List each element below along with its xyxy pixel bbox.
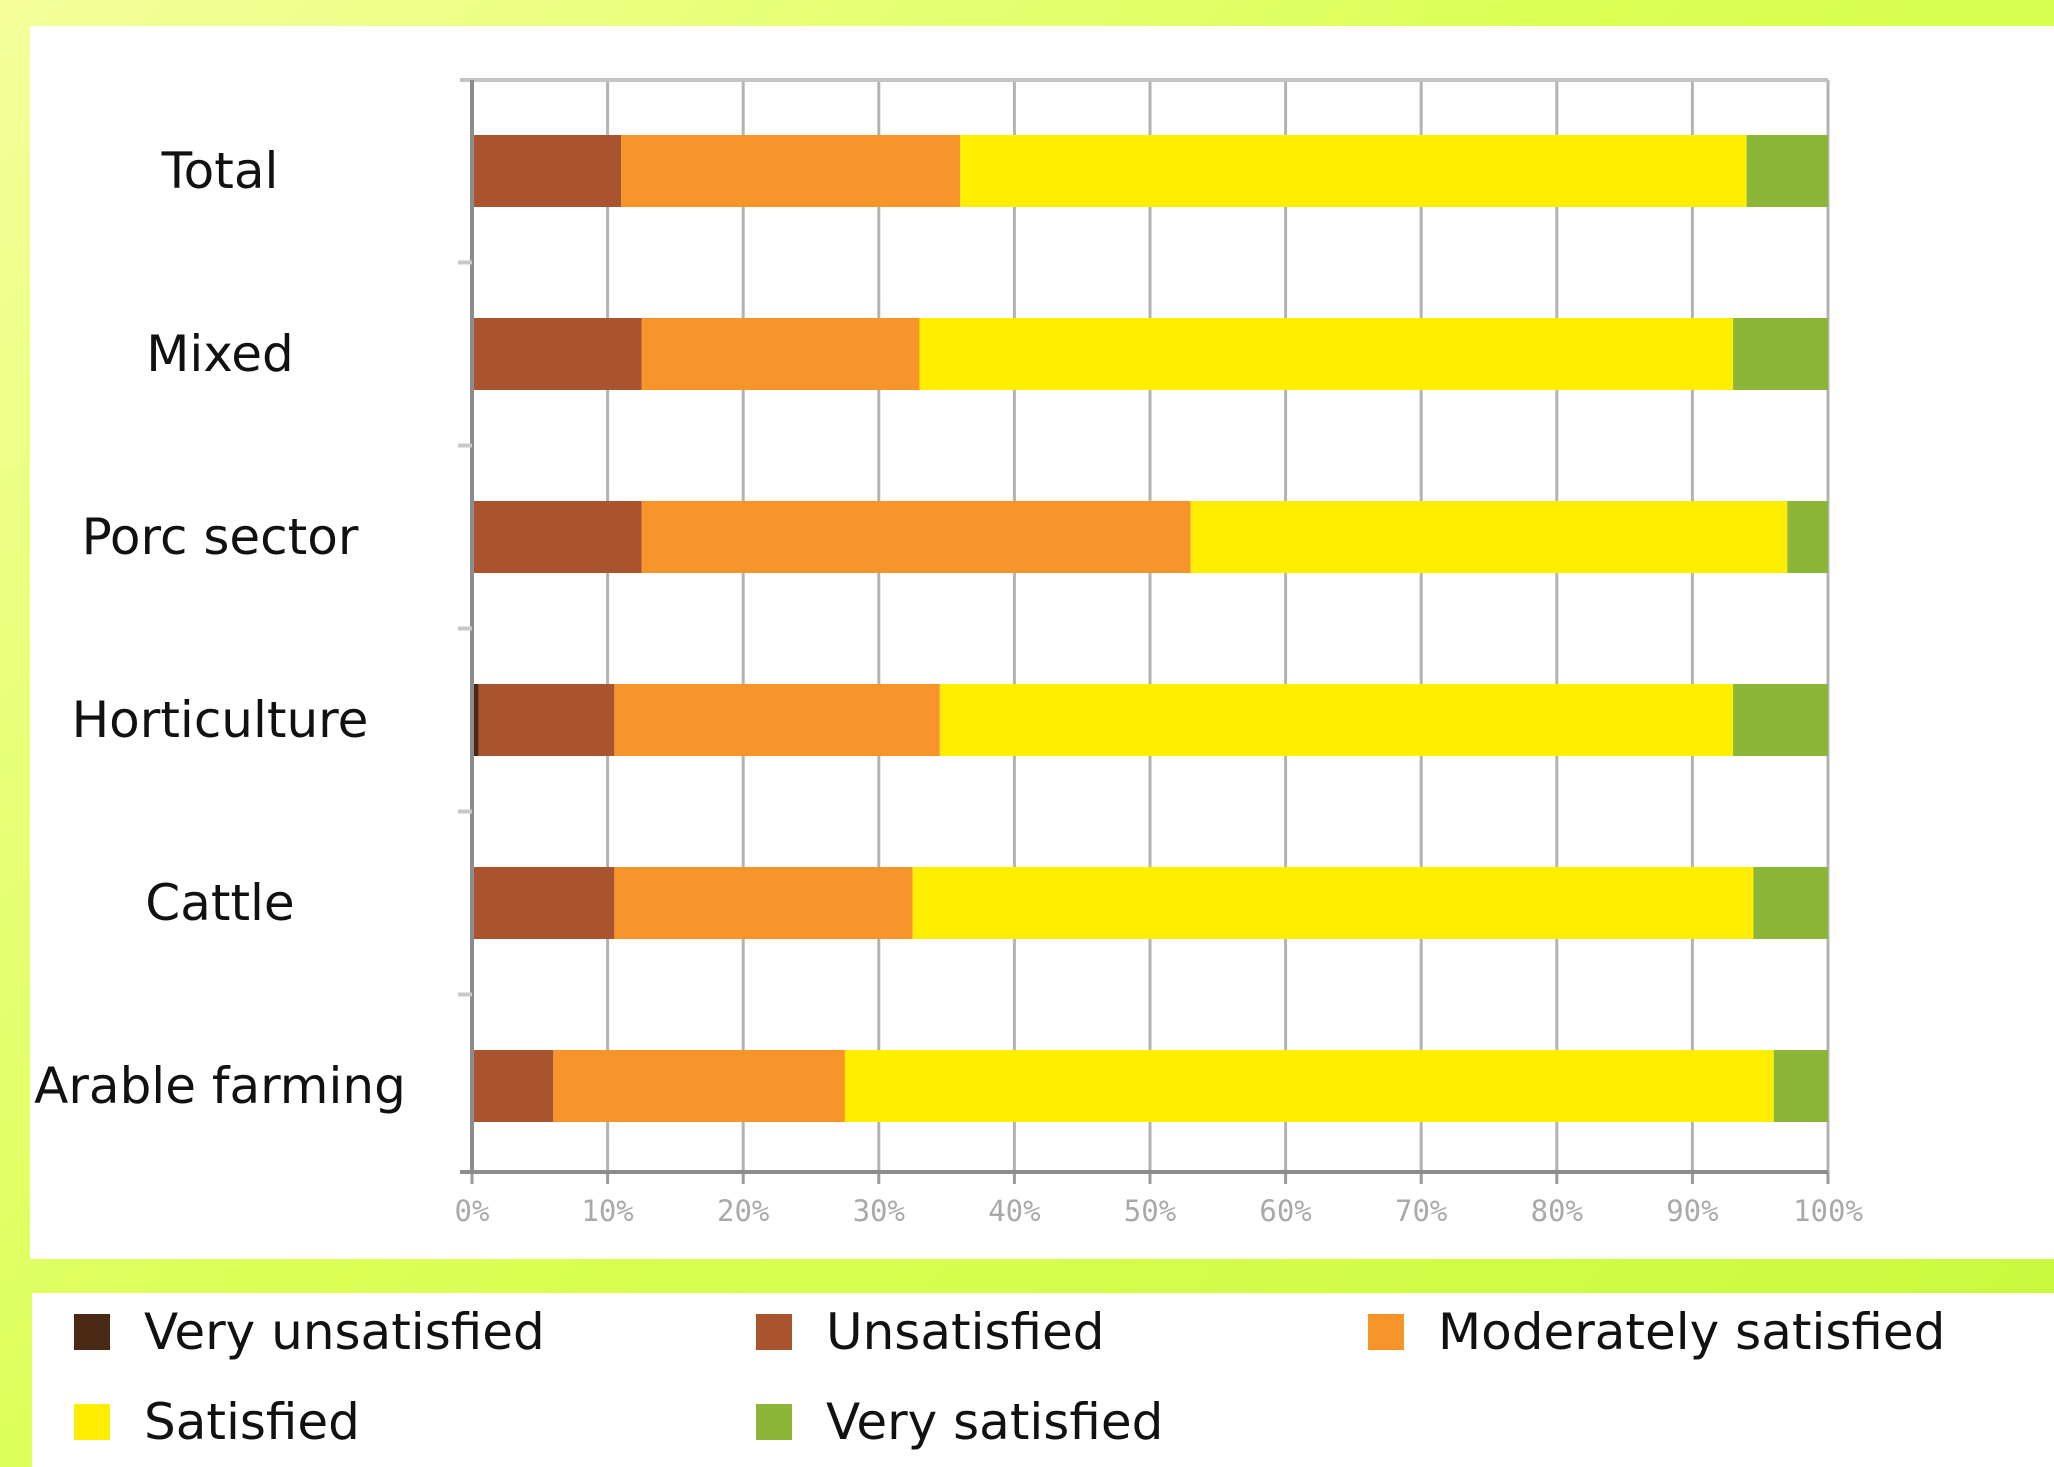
category-label-horticulture: Horticulture <box>72 691 369 749</box>
x-tick-label-70: 70% <box>1395 1194 1447 1228</box>
x-tick-label-10: 10% <box>581 1194 633 1228</box>
bar-mixed-satisfied <box>919 318 1734 390</box>
legend: Very unsatisfied Unsatisfied Moderately sa… <box>32 1293 2054 1467</box>
category-label-cattle: Cattle <box>145 874 294 932</box>
bar-horticulture-unsatisfied <box>478 684 615 756</box>
x-tick-labels: 0% 10% 20% 30% 40% 50% 60% 70% 80% 90% 100% <box>455 1194 1863 1228</box>
category-labels: Total Mixed Porc sector Horticulture Cattle A… <box>34 142 406 1115</box>
legend-item-satisfied: Satisfied <box>74 1393 360 1451</box>
bar-porc-sector-moderately-satisfied <box>641 501 1191 573</box>
x-tick-label-90: 90% <box>1666 1194 1718 1228</box>
category-label-mixed: Mixed <box>146 325 294 383</box>
bar-porc-sector-satisfied <box>1190 501 1788 573</box>
gridlines <box>470 80 1830 1172</box>
bar-cattle-unsatisfied <box>472 867 615 939</box>
x-tick-label-60: 60% <box>1259 1194 1311 1228</box>
bar-arable-farming-satisfied <box>844 1050 1774 1122</box>
bar-arable-farming-very-satisfied <box>1773 1050 1828 1122</box>
bar-mixed-moderately-satisfied <box>641 318 920 390</box>
bar-total-satisfied <box>960 135 1747 207</box>
legend-item-moderately-satisfied: Moderately satisfied <box>1368 1303 1945 1361</box>
legend-item-unsatisfied: Unsatisfied <box>756 1303 1105 1361</box>
legend-item-very-satisfied: Very satisfied <box>756 1393 1163 1451</box>
bar-porc-sector-unsatisfied <box>472 501 642 573</box>
bar-arable-farming-moderately-satisfied <box>553 1050 845 1122</box>
x-tick-label-0: 0% <box>455 1194 490 1228</box>
bar-cattle-satisfied <box>912 867 1754 939</box>
legend-item-very-unsatisfied: Very unsatisfied <box>74 1303 545 1361</box>
legend-swatch-satisfied <box>74 1404 110 1440</box>
bar-horticulture-satisfied <box>939 684 1734 756</box>
x-tick-label-80: 80% <box>1531 1194 1583 1228</box>
bar-total-unsatisfied <box>472 135 622 207</box>
legend-swatch-very-satisfied <box>756 1404 792 1440</box>
category-label-porc-sector: Porc sector <box>82 508 359 566</box>
legend-label-very-satisfied: Very satisfied <box>826 1393 1164 1451</box>
x-tick-label-20: 20% <box>717 1194 769 1228</box>
bar-total-very-satisfied <box>1746 135 1828 207</box>
bar-mixed-very-satisfied <box>1733 318 1828 390</box>
legend-label-unsatisfied: Unsatisfied <box>826 1303 1105 1361</box>
legend-label-moderately-satisfied: Moderately satisfied <box>1438 1303 1946 1361</box>
category-label-arable-farming: Arable farming <box>34 1057 406 1115</box>
axes <box>458 78 1830 1184</box>
x-tick-label-100: 100% <box>1793 1194 1863 1228</box>
x-tick-label-50: 50% <box>1124 1194 1176 1228</box>
bars <box>472 135 1828 1122</box>
chart-panel: Total Mixed Porc sector Horticulture Cattle A… <box>30 26 2054 1259</box>
x-tick-label-40: 40% <box>988 1194 1040 1228</box>
bar-porc-sector-very-satisfied <box>1787 501 1828 573</box>
legend-swatch-very-unsatisfied <box>74 1314 110 1350</box>
bar-total-moderately-satisfied <box>621 135 961 207</box>
legend-label-very-unsatisfied: Very unsatisfied <box>144 1303 545 1361</box>
legend-swatch-unsatisfied <box>756 1314 792 1350</box>
bar-mixed-unsatisfied <box>472 318 642 390</box>
category-label-total: Total <box>161 142 279 200</box>
legend-swatch-moderately-satisfied <box>1368 1314 1404 1350</box>
x-tick-label-30: 30% <box>853 1194 905 1228</box>
bar-cattle-very-satisfied <box>1753 867 1828 939</box>
legend-label-satisfied: Satisfied <box>144 1393 360 1451</box>
bar-horticulture-very-unsatisfied <box>472 684 479 756</box>
bar-horticulture-moderately-satisfied <box>614 684 940 756</box>
stacked-bar-chart: Total Mixed Porc sector Horticulture Cattle A… <box>34 78 1863 1228</box>
bar-horticulture-very-satisfied <box>1733 684 1828 756</box>
bar-cattle-moderately-satisfied <box>614 867 913 939</box>
bar-arable-farming-unsatisfied <box>472 1050 554 1122</box>
